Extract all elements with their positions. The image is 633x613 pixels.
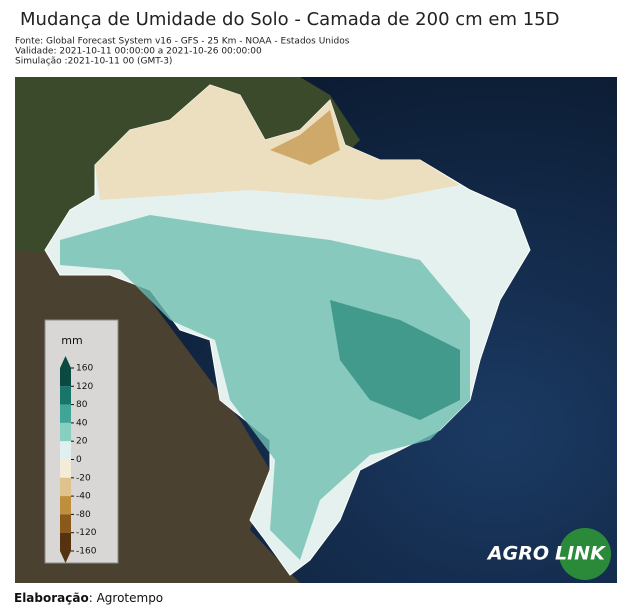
colorbar-tick-label: -40 xyxy=(76,492,91,502)
colorbar-segment xyxy=(60,496,71,515)
source: Fonte: Global Forecast System v16 - GFS … xyxy=(15,37,350,47)
colorbar-tick-label: 160 xyxy=(76,364,93,374)
colorbar-arrow-bottom xyxy=(60,551,71,563)
colorbar-tick-label: 40 xyxy=(76,418,88,428)
colorbar-segment xyxy=(60,441,71,460)
simulation: Simulação :2021-10-11 00 (GMT-3) xyxy=(15,57,172,67)
colorbar-tick-label: 80 xyxy=(76,400,88,410)
colorbar-segment xyxy=(60,422,71,442)
colorbar-segment xyxy=(60,532,71,551)
colorbar-tick-label: 0 xyxy=(76,455,82,465)
wet-core xyxy=(330,300,460,420)
title: Mudança de Umidade do Solo - Camada de 2… xyxy=(20,9,560,30)
colorbar-tick-label: -160 xyxy=(76,547,97,557)
colorbar-panel: mm 160 120 80 40 20 0 -20 -40 -80 -120 -160 xyxy=(44,319,119,564)
logo-circle xyxy=(559,528,611,580)
footer-label: Elaboração xyxy=(14,591,89,605)
legend-box xyxy=(44,319,119,564)
footer-text: : Agrotempo xyxy=(89,591,163,605)
colorbar-tick-label: -20 xyxy=(76,473,91,483)
validity: Validade: 2021-10-11 00:00:00 a 2021-10-… xyxy=(15,47,262,57)
logo-left: AGRO xyxy=(486,543,549,565)
colorbar-arrow-top xyxy=(60,356,71,368)
colorbar-segment xyxy=(60,368,71,387)
colorbar-tick-label: -80 xyxy=(76,510,91,520)
colorbar-segment xyxy=(60,477,71,497)
dry-patch xyxy=(270,110,340,165)
wet-zone xyxy=(60,215,470,560)
colorbar-segment xyxy=(60,459,71,478)
colorbar-tick-label: -120 xyxy=(76,528,97,538)
colorbar-segment xyxy=(60,514,71,533)
colorbar-tick-label: 20 xyxy=(76,437,88,447)
colorbar-segment xyxy=(60,404,71,423)
dry-north xyxy=(95,85,460,200)
logo: AGRO LINK xyxy=(486,528,611,580)
logo-right: LINK xyxy=(555,543,606,565)
colorbar-segment xyxy=(60,386,71,405)
legend-unit: mm xyxy=(61,334,82,347)
colorbar-tick-label: 120 xyxy=(76,382,93,392)
footer: Elaboração: Agrotempo xyxy=(14,591,163,605)
